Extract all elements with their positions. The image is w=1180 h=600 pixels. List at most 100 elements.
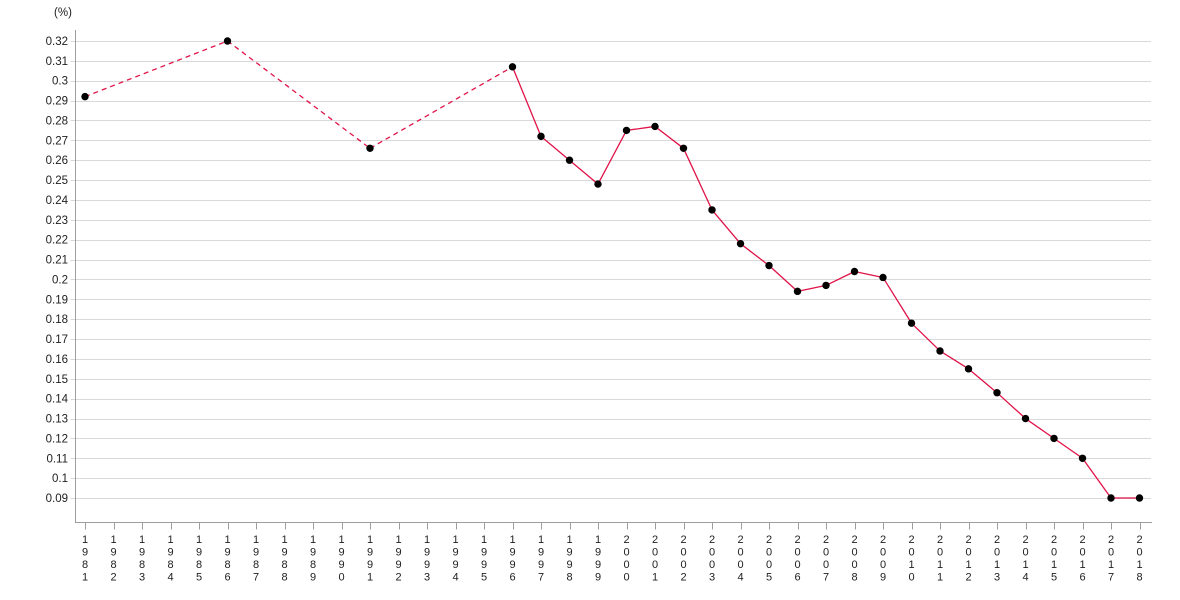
data-point-marker — [537, 132, 545, 141]
series-markers — [81, 37, 1144, 502]
data-point-marker — [765, 261, 773, 270]
data-point-marker — [565, 156, 574, 164]
data-point-marker — [736, 239, 745, 248]
data-point-marker — [822, 281, 830, 290]
y-tick-label: 0.12 — [46, 433, 68, 445]
series-segment-solid — [711, 209, 741, 245]
x-axis-ticks — [85, 522, 1141, 530]
series-segment-solid — [740, 243, 770, 267]
y-tick-label: 0.3 — [52, 76, 68, 88]
data-point-marker — [622, 126, 631, 135]
series-segment-solid — [682, 148, 713, 211]
series-segment-solid — [540, 135, 570, 161]
series-segment-dashed — [369, 66, 513, 149]
y-tick-label: 0.24 — [46, 195, 69, 207]
data-point-marker — [1021, 414, 1030, 423]
series-segment-solid — [626, 125, 656, 132]
y-tick-label: 0.28 — [46, 115, 68, 127]
data-point-marker — [81, 92, 89, 101]
series-segment-dashed — [227, 40, 371, 149]
y-tick-label: 0.31 — [46, 56, 68, 68]
series-segment-dashed — [84, 40, 228, 98]
axes — [75, 30, 1152, 523]
data-point-marker — [1078, 454, 1087, 462]
series-segment-solid — [569, 159, 599, 185]
data-point-marker — [594, 180, 602, 188]
y-axis-unit-label: (%) — [54, 7, 72, 19]
y-tick-label: 0.15 — [46, 374, 68, 386]
data-point-marker — [993, 388, 1001, 397]
data-point-marker — [1135, 494, 1144, 502]
series-segment-solid — [1081, 457, 1112, 499]
series-segment-solid — [597, 130, 628, 185]
data-point-marker — [708, 206, 716, 214]
data-point-marker — [850, 267, 859, 276]
data-point-marker — [366, 144, 374, 152]
series-segment-solid — [1053, 437, 1083, 459]
series-segment-solid — [825, 270, 855, 286]
series-segment-solid — [1025, 417, 1055, 439]
y-tick-label: 0.11 — [46, 453, 68, 465]
y-tick-label: 0.13 — [46, 414, 68, 426]
data-point-marker — [907, 319, 916, 327]
series-segment-solid — [654, 125, 684, 149]
y-tick-label: 0.21 — [46, 255, 68, 267]
y-tick-label: 0.16 — [46, 354, 68, 366]
data-point-marker — [879, 273, 887, 282]
data-point-marker — [508, 63, 517, 71]
series-segment-solid — [768, 265, 798, 292]
data-point-marker — [936, 347, 944, 355]
series-segment-solid — [882, 277, 913, 324]
y-tick-label: 0.14 — [46, 394, 69, 406]
y-tick-label: 0.22 — [46, 235, 68, 247]
y-axis-tick-labels: 0.32 0.31 0.3 0.29 0.28 0.27 0.26 0.25 0.24 0.23 0… — [46, 36, 69, 505]
series-segment-solid — [996, 392, 1026, 420]
series-segment-solid — [797, 284, 827, 292]
y-tick-label: 0.17 — [46, 334, 68, 346]
y-tick-label: 0.25 — [46, 175, 68, 187]
series-segment-solid — [968, 368, 998, 394]
y-tick-label: 0.1 — [52, 473, 68, 485]
series-line — [84, 40, 1140, 499]
data-point-marker — [651, 122, 659, 131]
y-tick-label: 0.26 — [46, 155, 68, 167]
data-point-marker — [1107, 494, 1115, 502]
y-tick-label: 0.27 — [46, 135, 68, 147]
gridlines — [70, 41, 1151, 499]
series-segment-solid — [911, 322, 941, 352]
series-segment-solid — [511, 66, 542, 137]
y-tick-label: 0.23 — [46, 215, 68, 227]
